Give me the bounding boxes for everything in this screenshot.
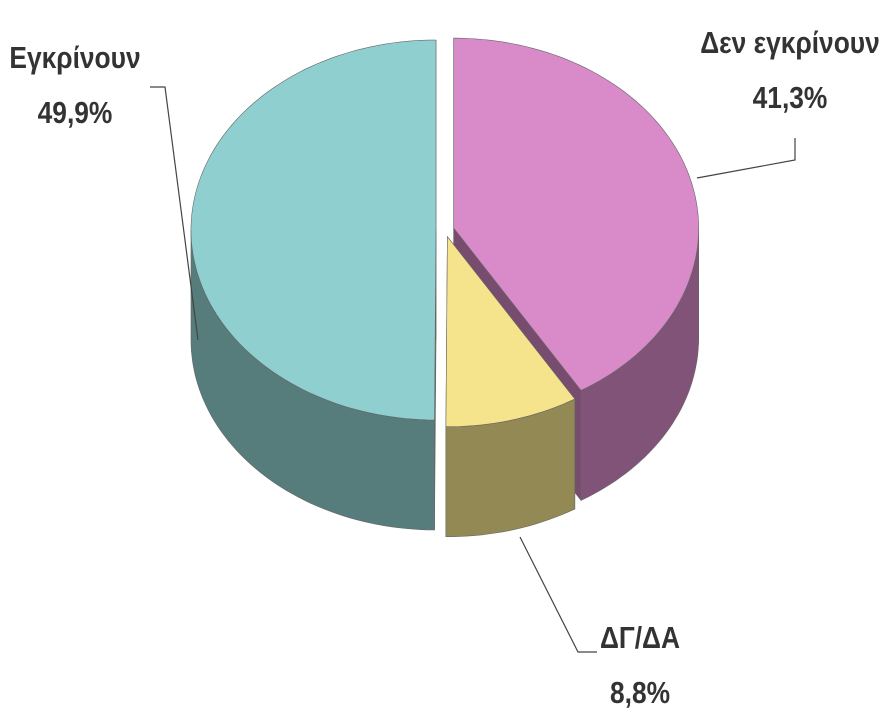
labels: Δεν εγκρίνουν 41,3% ΔΓ/ΔΑ 8,8% Εγκρίνουν 49,9… <box>9 26 879 710</box>
category-label: Δεν εγκρίνουν <box>700 26 880 60</box>
value-label: 49,9% <box>38 96 113 130</box>
leader-line <box>519 536 597 653</box>
category-label: Εγκρίνουν <box>9 41 140 75</box>
slice <box>453 37 700 391</box>
pie <box>190 37 700 537</box>
slice <box>445 235 576 427</box>
category-label: ΔΓ/ΔΑ <box>600 621 680 655</box>
slice <box>190 39 437 421</box>
leader-line <box>696 138 796 179</box>
value-label: 8,8% <box>610 676 670 710</box>
value-label: 41,3% <box>753 81 828 115</box>
leader-line <box>150 86 199 341</box>
